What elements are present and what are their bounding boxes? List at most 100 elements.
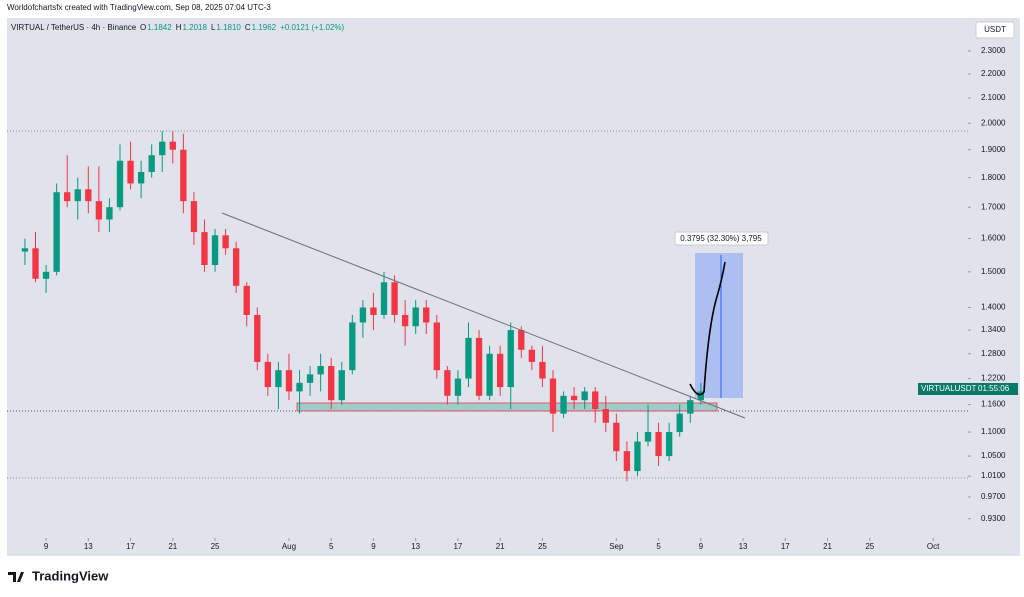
price-label-symbol: VIRTUALUSDT	[921, 384, 977, 393]
trend-line	[221, 212, 746, 419]
measure-label: 0.3795 (32.30%) 3,795	[680, 234, 762, 243]
measure-label-bg	[674, 231, 769, 246]
candle-body	[644, 432, 652, 442]
y-tick-label: 1.1000	[981, 427, 1006, 436]
unit-button[interactable]	[975, 21, 1015, 39]
y-tick-label: 1.7000	[981, 202, 1006, 211]
y-tick-label: 0.9300	[981, 514, 1006, 523]
candle-body	[137, 171, 145, 184]
candle-body	[106, 207, 113, 220]
candle-body	[32, 248, 39, 279]
x-tick-label: 25	[865, 542, 874, 551]
y-tick-label: 2.2000	[981, 69, 1006, 78]
legend-value: 1.1962	[252, 23, 277, 32]
legend-value: 1.1810	[216, 23, 241, 32]
candle-body	[74, 189, 81, 202]
candle-body	[602, 409, 609, 423]
y-tick-label: 1.2800	[981, 349, 1006, 358]
legend-value: 1.1842	[147, 23, 172, 32]
candle-body	[296, 382, 303, 392]
legend-key: O	[140, 23, 146, 32]
projection-path	[689, 261, 726, 396]
candle-body	[570, 395, 578, 401]
credit: Worldofchartsfx created with TradingView…	[7, 3, 271, 12]
x-tick-label: 25	[211, 542, 220, 551]
y-tick-label: 1.1600	[981, 400, 1006, 409]
x-tick-label: 17	[781, 542, 790, 551]
support-zone	[296, 402, 718, 412]
unit-button-label[interactable]: USDT	[984, 25, 1006, 34]
candle-body	[222, 235, 229, 249]
legend-value: 1.2018	[182, 23, 207, 32]
candle-body	[423, 307, 430, 323]
candle-body	[528, 349, 536, 362]
legend-values: O 1.1842 H 1.2018 L 1.1810 C 1.1962 +0.0121 (+1.…	[140, 23, 345, 32]
candle-body	[285, 370, 293, 392]
x-tick-label: 17	[126, 542, 135, 551]
candle-body	[328, 366, 335, 401]
legend-key: C	[245, 23, 251, 32]
x-tick-label: 13	[84, 542, 93, 551]
candle-body	[539, 361, 546, 379]
x-tick-label: 9	[699, 542, 704, 551]
candle-body	[306, 374, 314, 383]
candle-body	[444, 370, 451, 396]
candle-body	[497, 353, 504, 388]
candle-body	[21, 248, 29, 252]
candle-body	[623, 451, 631, 472]
candle-body	[486, 353, 493, 396]
candle-body	[232, 248, 240, 286]
legend-change: +0.0121 (+1.02%)	[280, 23, 344, 32]
candle-body	[634, 441, 641, 472]
y-tick-label: 1.6000	[981, 234, 1006, 243]
candle-body	[549, 378, 557, 414]
candle-body	[391, 282, 398, 315]
candle-body	[581, 391, 588, 401]
price-axis-bg	[968, 18, 1020, 556]
candle-body	[338, 370, 345, 401]
candle-body	[349, 322, 356, 371]
legend-key: H	[176, 23, 182, 32]
measure-box	[695, 253, 743, 398]
y-tick-label: 2.0000	[981, 118, 1006, 127]
candle-body	[159, 141, 166, 156]
legend-symbol: VIRTUAL / TetherUS · 4h · Binance	[11, 23, 137, 32]
plot-bg	[7, 18, 968, 556]
candle-body	[412, 307, 419, 327]
y-tick-label: 1.0100	[981, 471, 1006, 480]
candles	[21, 131, 704, 482]
candle-body	[275, 370, 282, 388]
candle-body	[655, 432, 662, 457]
y-tick-label: 1.8000	[981, 173, 1006, 182]
candle-body	[697, 391, 704, 401]
x-tick-label: 9	[44, 542, 49, 551]
y-tick-label: 1.4000	[981, 303, 1006, 312]
candle-body	[518, 330, 525, 350]
x-tick-label: Sep	[609, 542, 624, 551]
candle-body	[180, 149, 187, 202]
candle-body	[665, 432, 673, 457]
candle-body	[64, 192, 71, 202]
x-tick-label: 9	[371, 542, 376, 551]
candle-body	[433, 322, 440, 371]
candle-body	[211, 235, 219, 266]
x-tick-label: Oct	[927, 542, 940, 551]
price-label-bg	[918, 383, 1018, 395]
x-tick-label: 13	[739, 542, 748, 551]
candle-body	[676, 413, 683, 433]
candle-body	[53, 192, 60, 272]
price-label-countdown: 01:55:06	[978, 384, 1010, 393]
x-tick-label: 17	[453, 542, 462, 551]
candle-body	[475, 337, 483, 396]
y-tick-label: 2.3000	[981, 46, 1006, 55]
candle-body	[243, 285, 250, 315]
candle-body	[264, 361, 272, 388]
candle-body	[465, 337, 472, 379]
candle-body	[507, 330, 514, 388]
candle-body	[359, 307, 367, 323]
candle-body	[370, 307, 377, 315]
x-tick-label: 5	[656, 542, 661, 551]
y-tick-label: 1.9000	[981, 145, 1006, 154]
y-tick-label: 1.5000	[981, 267, 1006, 276]
candle-body	[560, 395, 567, 414]
